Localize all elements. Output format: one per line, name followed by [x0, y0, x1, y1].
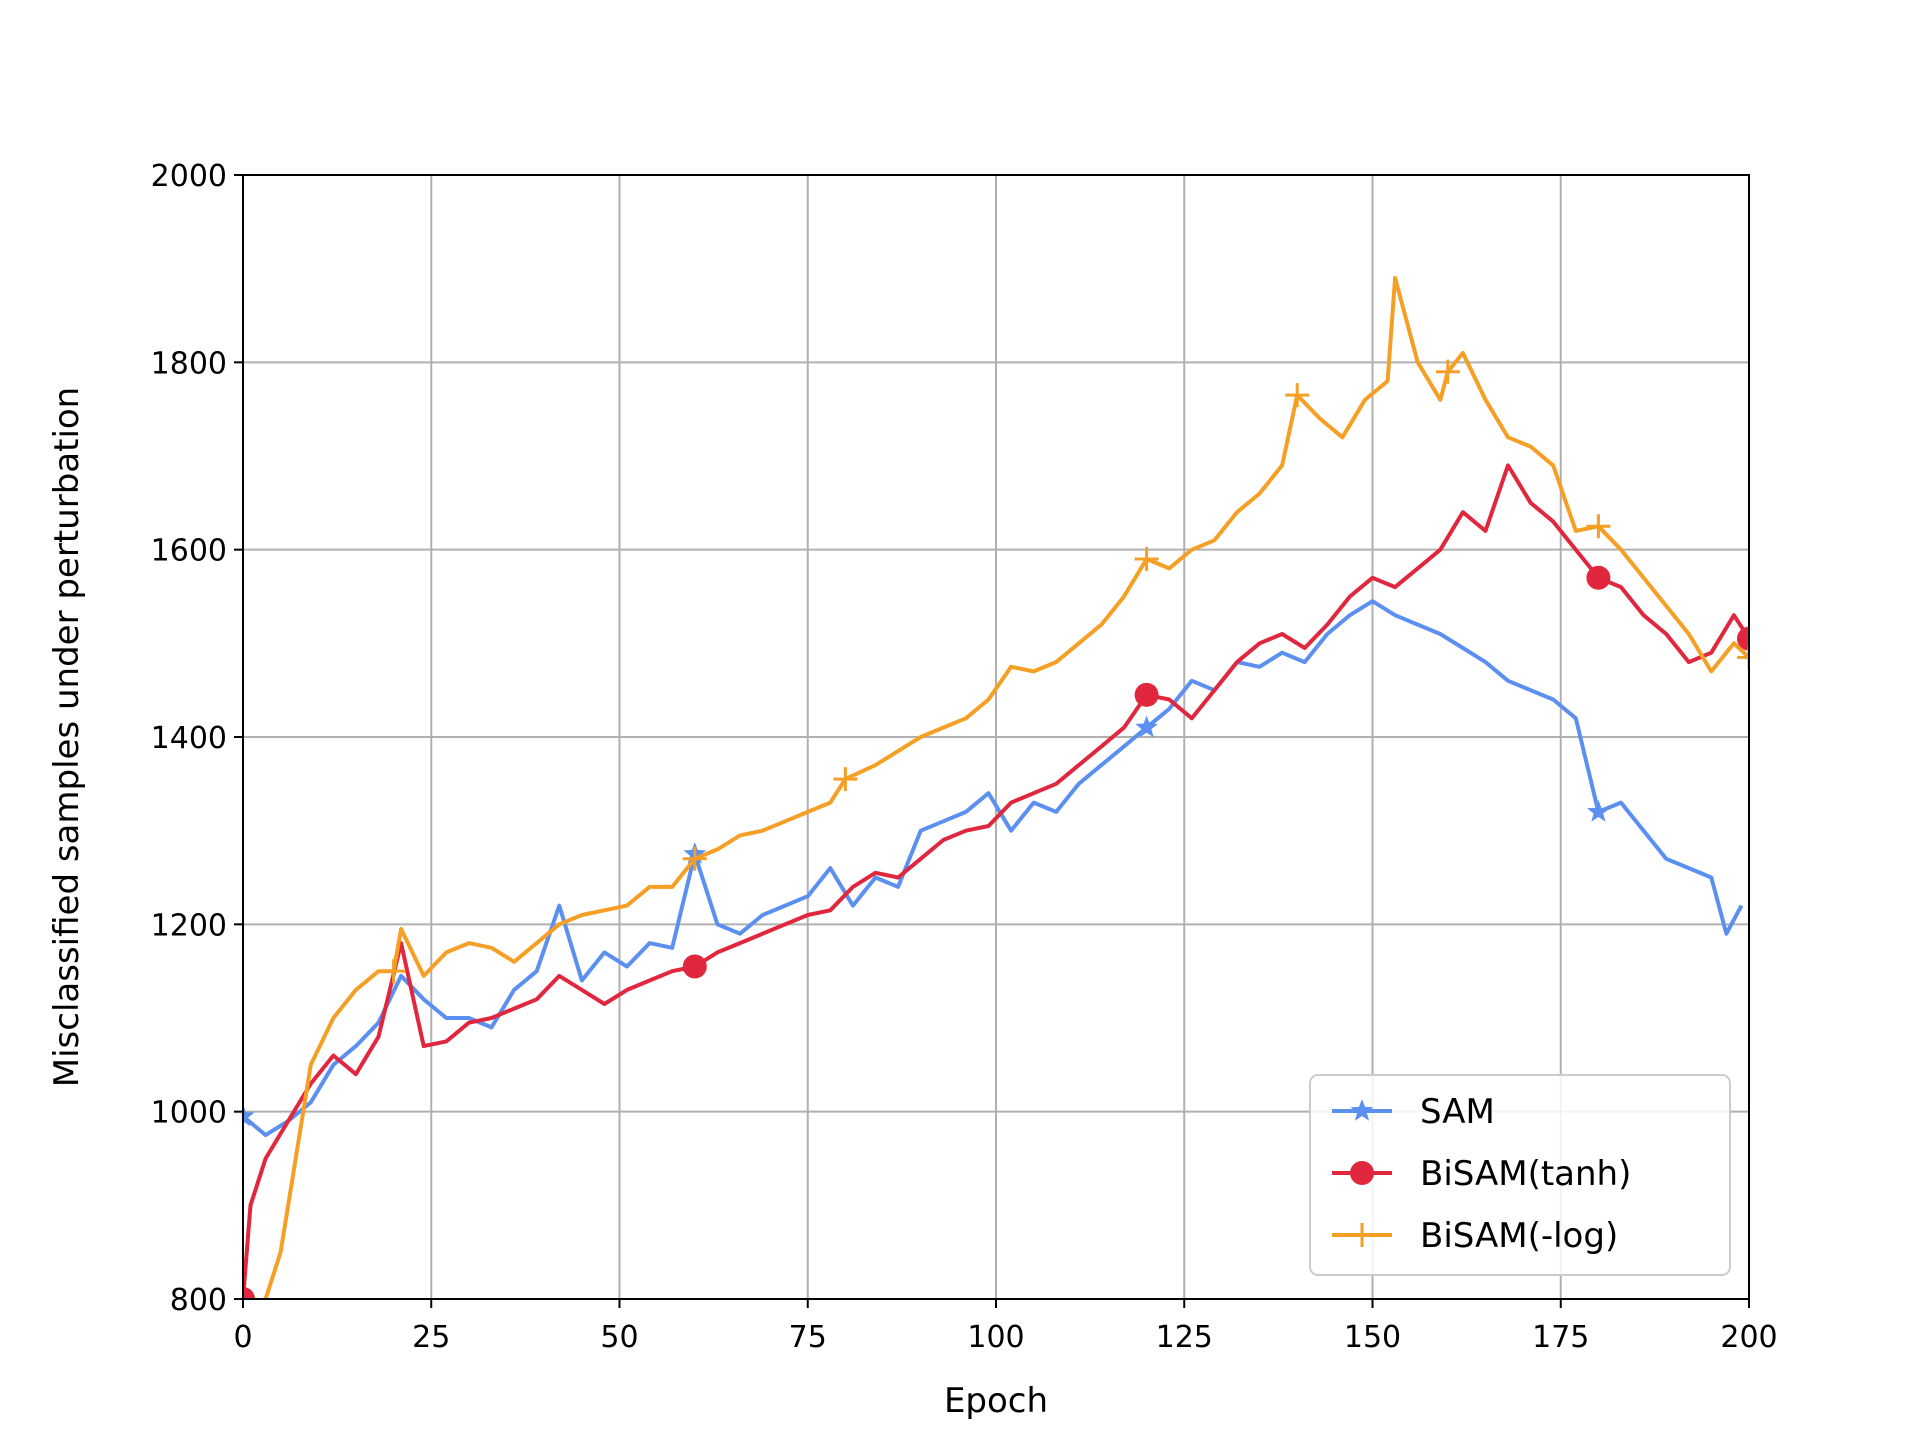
- series-marker: [833, 767, 858, 792]
- legend-label: BiSAM(tanh): [1420, 1154, 1631, 1194]
- y-tick-label: 1800: [151, 346, 227, 381]
- x-tick-label: 75: [789, 1320, 827, 1355]
- legend-item: SAM: [1332, 1092, 1495, 1132]
- series-marker: [1350, 1223, 1374, 1247]
- series-marker: [682, 954, 707, 979]
- x-tick-label: 175: [1532, 1320, 1589, 1355]
- series-marker: [1134, 682, 1159, 707]
- legend-box: [1309, 1074, 1731, 1276]
- x-axis-label: Epoch: [944, 1381, 1048, 1421]
- series-marker: [1737, 645, 1749, 670]
- x-tick-label: 200: [1720, 1320, 1777, 1355]
- legend-label: SAM: [1420, 1092, 1495, 1132]
- series-marker: [1435, 359, 1460, 384]
- series-marker: [1135, 715, 1158, 738]
- y-tick-label: 1200: [151, 908, 227, 943]
- series-line: [263, 276, 1749, 1299]
- y-axis-label: Misclassified samples under perturbation: [47, 387, 87, 1087]
- series-marker: [1350, 1099, 1374, 1121]
- series-bisam-tanh-: [243, 463, 1749, 1299]
- legend: SAM BiSAM(tanh) BiSAM(-log): [1309, 1074, 1731, 1276]
- series-marker: [1134, 547, 1159, 572]
- series-marker: [682, 846, 707, 871]
- x-tick-label: 100: [967, 1320, 1024, 1355]
- series-marker: [243, 1104, 255, 1127]
- series-marker: [1586, 565, 1611, 590]
- x-tick-label: 0: [233, 1320, 252, 1355]
- y-tick-label: 1600: [151, 534, 227, 569]
- series-line: [243, 463, 1749, 1299]
- series-lines: [243, 276, 1749, 1299]
- series-marker: [381, 959, 406, 984]
- legend-item: BiSAM(-log): [1332, 1216, 1618, 1256]
- x-tick-label: 125: [1156, 1320, 1213, 1355]
- series-marker: [1737, 626, 1749, 651]
- series-bisam-log-: [263, 276, 1749, 1299]
- series-marker: [1285, 383, 1310, 408]
- y-tick-label: 800: [170, 1283, 227, 1318]
- y-tick-label: 1000: [151, 1096, 227, 1131]
- axis-ticks: 0 25 50 75 100 125 150 175 200 800 1000 1200 1400 160…: [151, 159, 1778, 1355]
- x-tick-label: 50: [600, 1320, 638, 1355]
- legend-item: BiSAM(tanh): [1332, 1154, 1631, 1194]
- series-marker: [243, 1287, 255, 1299]
- series-marker: [1587, 799, 1610, 822]
- x-tick-label: 150: [1344, 1320, 1401, 1355]
- y-tick-label: 1400: [151, 721, 227, 756]
- series-marker: [1350, 1161, 1374, 1185]
- legend-label: BiSAM(-log): [1420, 1216, 1618, 1256]
- x-tick-label: 25: [412, 1320, 450, 1355]
- y-tick-label: 2000: [151, 159, 227, 194]
- series-marker: [1586, 514, 1611, 539]
